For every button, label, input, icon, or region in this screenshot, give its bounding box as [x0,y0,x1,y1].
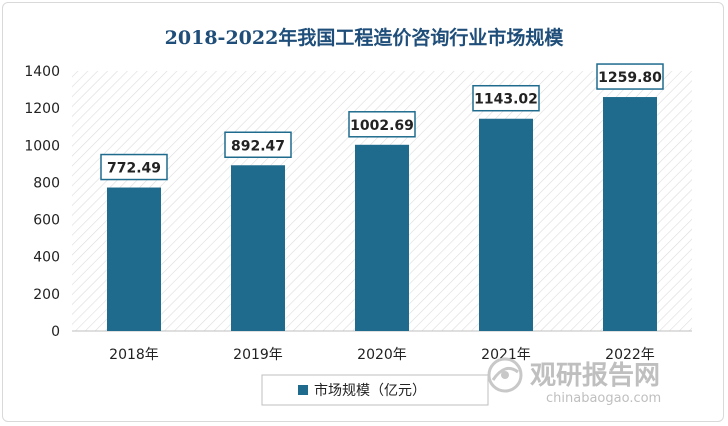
x-tick-label: 2019年 [233,347,283,363]
data-label-box [100,153,168,181]
legend-box [261,374,489,406]
bar [603,97,657,331]
data-label: 772.49 [107,161,161,177]
legend-label: 市场规模（亿元） [314,382,426,399]
x-tick-label: 2021年 [481,347,531,363]
y-tick-label: 1000 [24,138,60,154]
bars-group [107,97,657,331]
data-label-box [472,84,540,112]
watermark: 观研报告网 chinabaogao.com [487,357,661,406]
y-tick-label: 600 [33,213,60,229]
bar [231,165,285,331]
x-tick-label: 2020年 [357,347,407,363]
data-label-box [224,131,292,159]
y-axis: 0 200 400 600 800 1000 1200 1400 [24,64,60,340]
watermark-logo-icon [487,357,523,393]
data-label: 1002.69 [350,118,414,134]
legend-swatch [298,385,308,395]
y-tick-label: 0 [51,324,60,340]
data-label: 1259.80 [598,70,662,86]
watermark-brand: 观研报告网 [530,360,660,391]
bar [479,118,533,331]
legend: 市场规模（亿元） [261,374,489,406]
x-tick-label: 2022年 [605,347,655,363]
chart-title: 2018-2022年我国工程造价咨询行业市场规模 [165,26,565,49]
y-tick-label: 1200 [24,101,60,117]
bar [107,187,161,331]
data-label: 1143.02 [474,92,538,108]
y-tick-label: 400 [33,250,60,266]
data-label-box [348,111,416,138]
watermark-url: chinabaogao.com [546,391,661,406]
x-tick-label: 2018年 [109,347,159,363]
y-tick-label: 1400 [24,64,60,80]
x-axis: 2018年 2019年 2020年 2021年 2022年 [109,347,655,363]
bar [355,144,409,331]
data-label-box [596,63,664,90]
y-tick-label: 200 [33,287,60,303]
y-tick-label: 800 [33,175,60,191]
data-label: 892.47 [231,138,285,154]
data-labels-group: 772.49 892.47 1002.69 1143.02 1259.80 [100,63,664,181]
